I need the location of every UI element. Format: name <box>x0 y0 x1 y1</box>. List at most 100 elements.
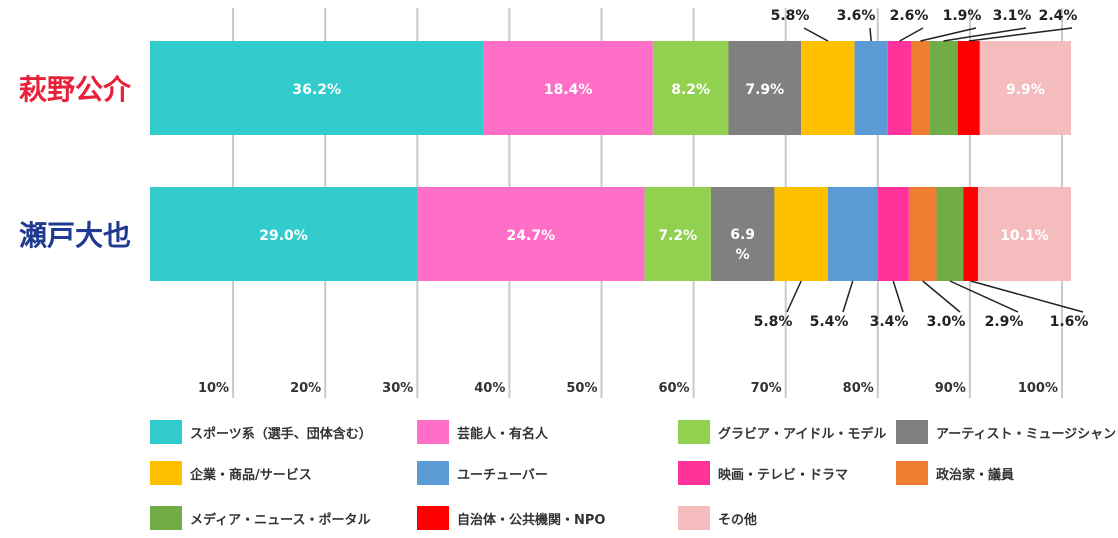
leader-line <box>970 280 1084 313</box>
bar-segment <box>150 187 418 281</box>
bar-segment <box>710 187 775 281</box>
legend-label: グラビア・アイドル・モデル <box>718 426 887 442</box>
leader-line <box>869 27 872 42</box>
legend-item: スポーツ系（選手、団体含む） <box>150 420 372 444</box>
category-label: 瀬戸大也 <box>19 219 131 252</box>
leader-line <box>943 27 1027 42</box>
bar-segment <box>957 41 980 135</box>
leader-line <box>920 27 977 42</box>
legend-item: ユーチューバー <box>417 461 548 485</box>
bar-segment <box>977 187 1071 281</box>
x-tick-label: 100% <box>1018 381 1058 396</box>
bar-segment <box>728 41 802 135</box>
data-label: 1.9% <box>943 8 982 24</box>
data-label: 1.6% <box>1050 314 1089 330</box>
data-label: 36.2% <box>292 82 341 98</box>
data-label: 18.4% <box>544 82 593 98</box>
legend-item: アーティスト・ミュージシャン <box>896 420 1116 444</box>
x-tick-label: 30% <box>382 381 413 396</box>
data-label: 2.9% <box>985 314 1024 330</box>
legend-label: スポーツ系（選手、団体含む） <box>190 426 372 442</box>
x-tick-label: 60% <box>658 381 689 396</box>
x-tick-label: 10% <box>198 381 229 396</box>
leader-line <box>968 27 1073 42</box>
legend-swatch <box>150 506 182 530</box>
legend-item: 芸能人・有名人 <box>417 420 548 444</box>
legend-swatch <box>150 420 182 444</box>
leader-line <box>786 280 802 313</box>
legend-label: 政治家・議員 <box>936 467 1015 483</box>
x-tick-label: 20% <box>290 381 321 396</box>
legend-item: 自治体・公共機関・NPO <box>417 506 605 530</box>
data-label: 5.8% <box>771 8 810 24</box>
data-label: 5.4% <box>810 314 849 330</box>
bar-segment <box>877 187 909 281</box>
leader-line <box>949 280 1019 313</box>
data-label: 9.9% <box>1006 82 1045 98</box>
legend-label: 自治体・公共機関・NPO <box>457 512 606 528</box>
data-label: 7.2% <box>658 228 697 244</box>
data-label: 10.1% <box>1000 228 1049 244</box>
legend-swatch <box>896 420 928 444</box>
legend-swatch <box>678 506 710 530</box>
bar-segment <box>979 41 1071 135</box>
x-tick-label: 40% <box>474 381 505 396</box>
data-label: 6.9 <box>730 227 755 243</box>
legend-label: 芸能人・有名人 <box>457 426 549 442</box>
bar-segment <box>801 41 855 135</box>
bar-segment <box>908 187 937 281</box>
bar-segment <box>417 187 645 281</box>
data-label: 3.6% <box>837 8 876 24</box>
data-label: 7.9% <box>745 82 784 98</box>
bar-segment <box>963 187 978 281</box>
legend-swatch <box>678 420 710 444</box>
leader-line <box>892 280 904 313</box>
category-label: 萩野公介 <box>19 73 132 106</box>
data-label: 29.0% <box>259 228 308 244</box>
legend-label: アーティスト・ミュージシャン <box>936 426 1117 442</box>
x-tick-label: 70% <box>751 381 782 396</box>
legend-swatch <box>896 461 928 485</box>
data-label: 3.1% <box>993 8 1032 24</box>
legend-swatch <box>417 506 449 530</box>
x-tick-label: 80% <box>843 381 874 396</box>
legend-item: 映画・テレビ・ドラマ <box>678 461 848 485</box>
leader-line <box>803 27 829 42</box>
data-label: 3.0% <box>927 314 966 330</box>
bar-segment <box>911 41 930 135</box>
x-tick-label: 50% <box>566 381 597 396</box>
data-label: 3.4% <box>870 314 909 330</box>
leader-line <box>922 280 961 313</box>
legend-item: その他 <box>678 506 757 530</box>
legend-label: 企業・商品/サービス <box>190 467 312 483</box>
legend-swatch <box>417 461 449 485</box>
legend-item: 政治家・議員 <box>896 461 1014 485</box>
leader-line <box>842 280 854 313</box>
bar-segment <box>644 187 711 281</box>
data-label: 2.4% <box>1039 8 1078 24</box>
legend-item: グラビア・アイドル・モデル <box>678 420 886 444</box>
bar-segment <box>936 187 964 281</box>
data-label: 24.7% <box>507 228 556 244</box>
legend-swatch <box>417 420 449 444</box>
bar-segment <box>652 41 729 135</box>
legend-item: メディア・ニュース・ポータル <box>150 506 370 530</box>
legend-label: 映画・テレビ・ドラマ <box>718 467 849 483</box>
data-label: 8.2% <box>671 82 710 98</box>
bar-segment <box>483 41 653 135</box>
data-label: 2.6% <box>890 8 929 24</box>
legend-label: メディア・ニュース・ポータル <box>190 512 371 528</box>
bar-segment <box>887 41 912 135</box>
legend-item: 企業・商品/サービス <box>150 461 312 485</box>
bar-segment <box>827 187 878 281</box>
data-label: % <box>736 247 750 263</box>
bar-segment <box>854 41 888 135</box>
legend-label: ユーチューバー <box>457 467 548 483</box>
legend-swatch <box>150 461 182 485</box>
legend-swatch <box>678 461 710 485</box>
bar-segment <box>774 187 828 281</box>
leader-line <box>899 27 924 42</box>
x-tick-label: 90% <box>935 381 966 396</box>
bar-segment <box>929 41 958 135</box>
